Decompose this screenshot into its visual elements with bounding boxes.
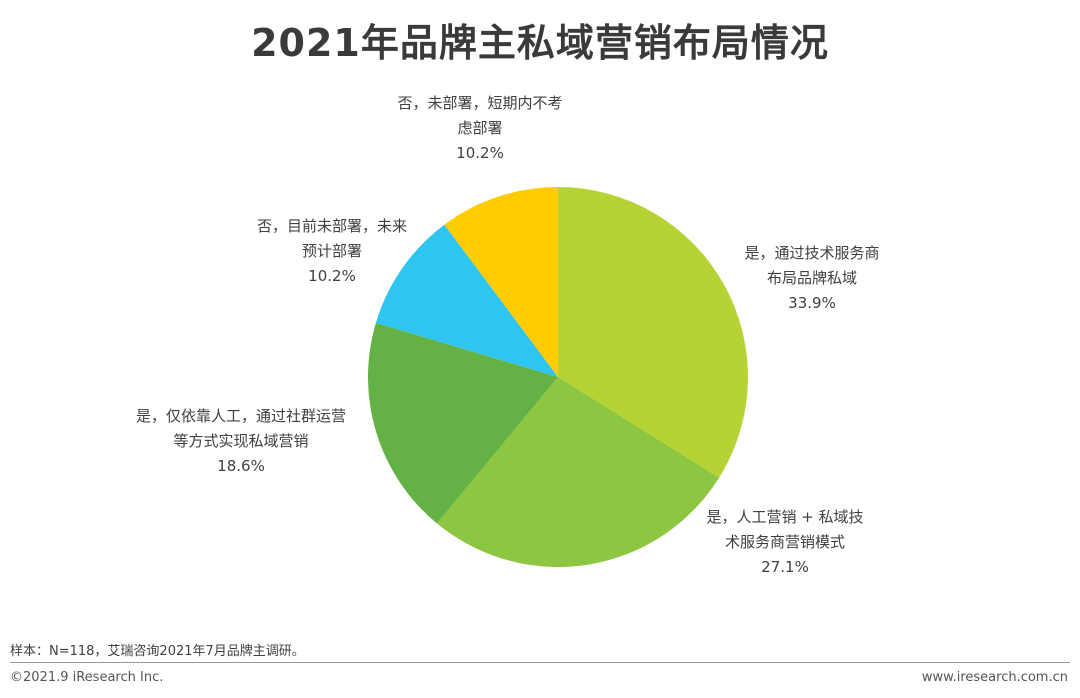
slice-label-tech-provider: 是，通过技术服务商 布局品牌私域 33.9% (692, 241, 932, 316)
slice-label-planned: 否，目前未部署，未来 预计部署 10.2% (212, 214, 452, 289)
slice-label-line: 等方式实现私域营销 (173, 432, 309, 450)
slice-label-line: 是，仅依靠人工，通过社群运营 (135, 407, 346, 425)
slice-label-line: 虑部署 (457, 119, 503, 137)
pie-slice-manual-only (367, 322, 558, 524)
slice-label-hybrid: 是，人工营销 + 私域技 术服务商营销模式 27.1% (665, 505, 905, 580)
slice-value-label: 10.2% (456, 144, 504, 162)
pie-slice-hybrid (436, 377, 720, 568)
pie-slice-not-considered (444, 187, 558, 377)
slice-value-label: 33.9% (788, 294, 836, 312)
slice-label-line: 术服务商营销模式 (724, 533, 845, 551)
footer-divider (10, 662, 1070, 663)
slice-label-line: 否，未部署，短期内不考 (397, 94, 563, 112)
slice-label-line: 布局品牌私域 (766, 269, 857, 287)
pie-slice-planned (375, 224, 558, 377)
slice-label-line: 是，人工营销 + 私域技 (706, 508, 864, 526)
slice-label-line: 预计部署 (301, 242, 362, 260)
website-link[interactable]: www.iresearch.com.cn (921, 670, 1068, 685)
slice-value-label: 10.2% (308, 267, 356, 285)
chart-title: 2021年品牌主私域营销布局情况 (251, 21, 829, 65)
slice-label-manual-only: 是，仅依靠人工，通过社群运营 等方式实现私域营销 18.6% (121, 404, 361, 479)
slice-label-line: 是，通过技术服务商 (744, 244, 880, 262)
copyright: ©2021.9 iResearch Inc. (10, 670, 164, 685)
slice-value-label: 18.6% (217, 457, 265, 475)
slice-label-not-considered: 否，未部署，短期内不考 虑部署 10.2% (360, 91, 600, 166)
pie-slice-tech-provider (558, 187, 749, 478)
source-note: 样本：N=118，艾瑞咨询2021年7月品牌主调研。 (10, 644, 305, 659)
slice-value-label: 27.1% (761, 558, 809, 576)
slice-label-line: 否，目前未部署，未来 (256, 217, 407, 235)
